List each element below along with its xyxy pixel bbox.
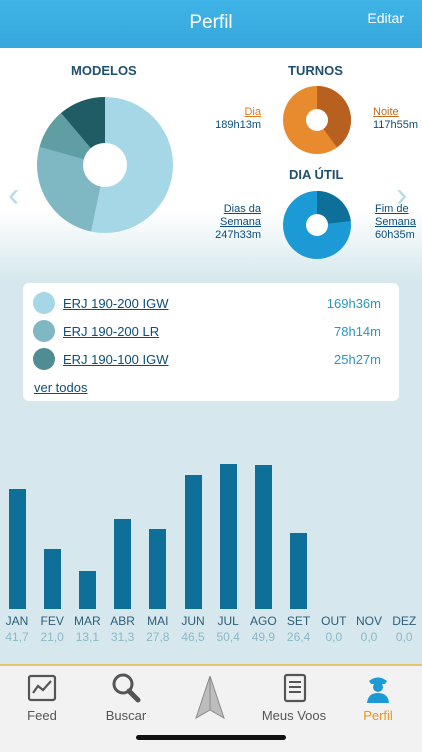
weekdays-value: 247h33m	[215, 229, 261, 241]
models-title: MODELOS	[71, 63, 137, 78]
month-label: ABR	[110, 614, 135, 628]
workday-title: DIA ÚTIL	[289, 167, 344, 182]
model-color-dot	[33, 292, 55, 314]
bar-mar	[78, 571, 96, 609]
month-label: OUT	[321, 614, 347, 628]
month-value-label: 49,9	[251, 630, 276, 644]
weekdays-label: Dias da Semana 247h33m	[200, 203, 261, 242]
month-value-label: 31,3	[110, 630, 135, 644]
bar-ago	[254, 465, 272, 609]
month-label: JAN	[5, 614, 29, 628]
bar-set	[290, 533, 308, 609]
tab-profile-label: Perfil	[363, 708, 393, 723]
chart-icon	[27, 674, 57, 702]
search-icon	[112, 673, 141, 703]
shifts-title: TURNOS	[288, 63, 343, 78]
bar-jul	[219, 464, 237, 609]
month-label: AGO	[250, 614, 277, 628]
shift-night-value: 117h55m	[373, 119, 419, 131]
model-row[interactable]: ERJ 190-200 LR 78h14m	[23, 318, 399, 346]
shift-night-label: Noite 117h55m	[373, 106, 418, 132]
stats-panel: MODELOS TURNOS DIA ÚTIL ‹ › Dia 189h13m	[0, 48, 422, 280]
month-value-label: 13,1	[75, 630, 100, 644]
next-chevron-icon[interactable]: ›	[396, 176, 408, 214]
weekend-name-line2[interactable]: Semana	[375, 216, 416, 228]
pilot-icon	[367, 677, 389, 703]
model-name[interactable]: ERJ 190-100 IGW	[63, 352, 169, 367]
tab-search-label: Buscar	[105, 708, 147, 723]
model-color-dot	[33, 320, 55, 342]
month-value-label: 46,5	[181, 630, 205, 644]
month-value-label: 26,4	[286, 630, 311, 644]
model-name[interactable]: ERJ 190-200 LR	[63, 324, 160, 339]
shifts-donut-chart	[283, 86, 351, 154]
tab-my-flights[interactable]: Meus Voos	[252, 666, 336, 728]
month-value-label: 41,7	[5, 630, 29, 644]
tab-my-flights-label: Meus Voos	[261, 708, 327, 723]
paper-plane-icon	[195, 676, 225, 720]
header-bar: Perfil Editar	[0, 0, 422, 48]
month-label: FEV	[40, 614, 64, 628]
model-hours: 25h27m	[334, 352, 381, 367]
model-hours: 169h36m	[326, 296, 381, 311]
month-value-label: 0,0	[360, 630, 378, 644]
bar-mai	[149, 529, 167, 609]
shift-day-value: 189h13m	[215, 119, 261, 131]
home-indicator	[136, 735, 286, 740]
bar-fev	[43, 548, 61, 609]
weekdays-name-line2[interactable]: Semana	[220, 216, 261, 228]
month-value-label: 27,8	[146, 630, 170, 644]
weekend-slice	[317, 191, 351, 225]
model-row[interactable]: ERJ 190-100 IGW 25h27m	[23, 346, 399, 374]
month-label: MAI	[147, 614, 169, 628]
tab-profile[interactable]: Perfil	[336, 666, 420, 728]
month-label: MAR	[74, 614, 101, 628]
shift-night-name[interactable]: Noite	[373, 106, 399, 118]
month-value-label: 0,0	[325, 630, 343, 644]
month-value-label: 21,0	[40, 630, 64, 644]
models-card: ERJ 190-200 IGW 169h36m ERJ 190-200 LR 7…	[23, 283, 399, 401]
shift-day-label: Dia 189h13m	[208, 106, 261, 132]
month-value-label: 50,4	[216, 630, 240, 644]
edit-button[interactable]: Editar	[367, 10, 404, 26]
tab-search[interactable]: Buscar	[84, 666, 168, 728]
weekend-name-line1[interactable]: Fim de	[375, 203, 409, 215]
month-label: NOV	[355, 614, 382, 628]
model-hours: 78h14m	[334, 324, 381, 339]
weekdays-name-line1[interactable]: Dias da	[223, 203, 261, 215]
month-label: JUN	[181, 614, 205, 628]
bar-abr	[114, 518, 132, 609]
prev-chevron-icon[interactable]: ‹	[8, 176, 20, 214]
logbook-icon	[283, 673, 307, 703]
model-name[interactable]: ERJ 190-200 IGW	[63, 296, 169, 311]
see-all-link[interactable]: ver todos	[34, 380, 88, 395]
month-label: SET	[286, 614, 311, 628]
month-value-label: 0,0	[395, 630, 413, 644]
shift-day-name[interactable]: Dia	[244, 106, 261, 118]
workday-donut-chart	[283, 191, 351, 259]
model-color-dot	[33, 348, 55, 370]
weekend-label: Fim de Semana 60h35m	[375, 203, 416, 242]
tab-feed[interactable]: Feed	[0, 666, 84, 728]
weekend-value: 60h35m	[375, 229, 415, 241]
model-row[interactable]: ERJ 190-200 IGW 169h36m	[23, 290, 399, 318]
page-title: Perfil	[189, 12, 233, 33]
shift-night-slice	[317, 86, 351, 148]
tab-feed-label: Feed	[27, 708, 57, 723]
models-donut-chart	[37, 97, 173, 233]
month-label: JUL	[217, 614, 239, 628]
bar-jun	[184, 475, 202, 609]
monthly-hours-chart: JAN 41,7 FEV 21,0 MAR 13,1 ABR 31,3 MAI 27,8 JUN 46…	[0, 410, 422, 650]
bar-jan	[8, 489, 26, 609]
tab-flight[interactable]	[168, 666, 252, 728]
month-label: DEZ	[392, 614, 417, 628]
